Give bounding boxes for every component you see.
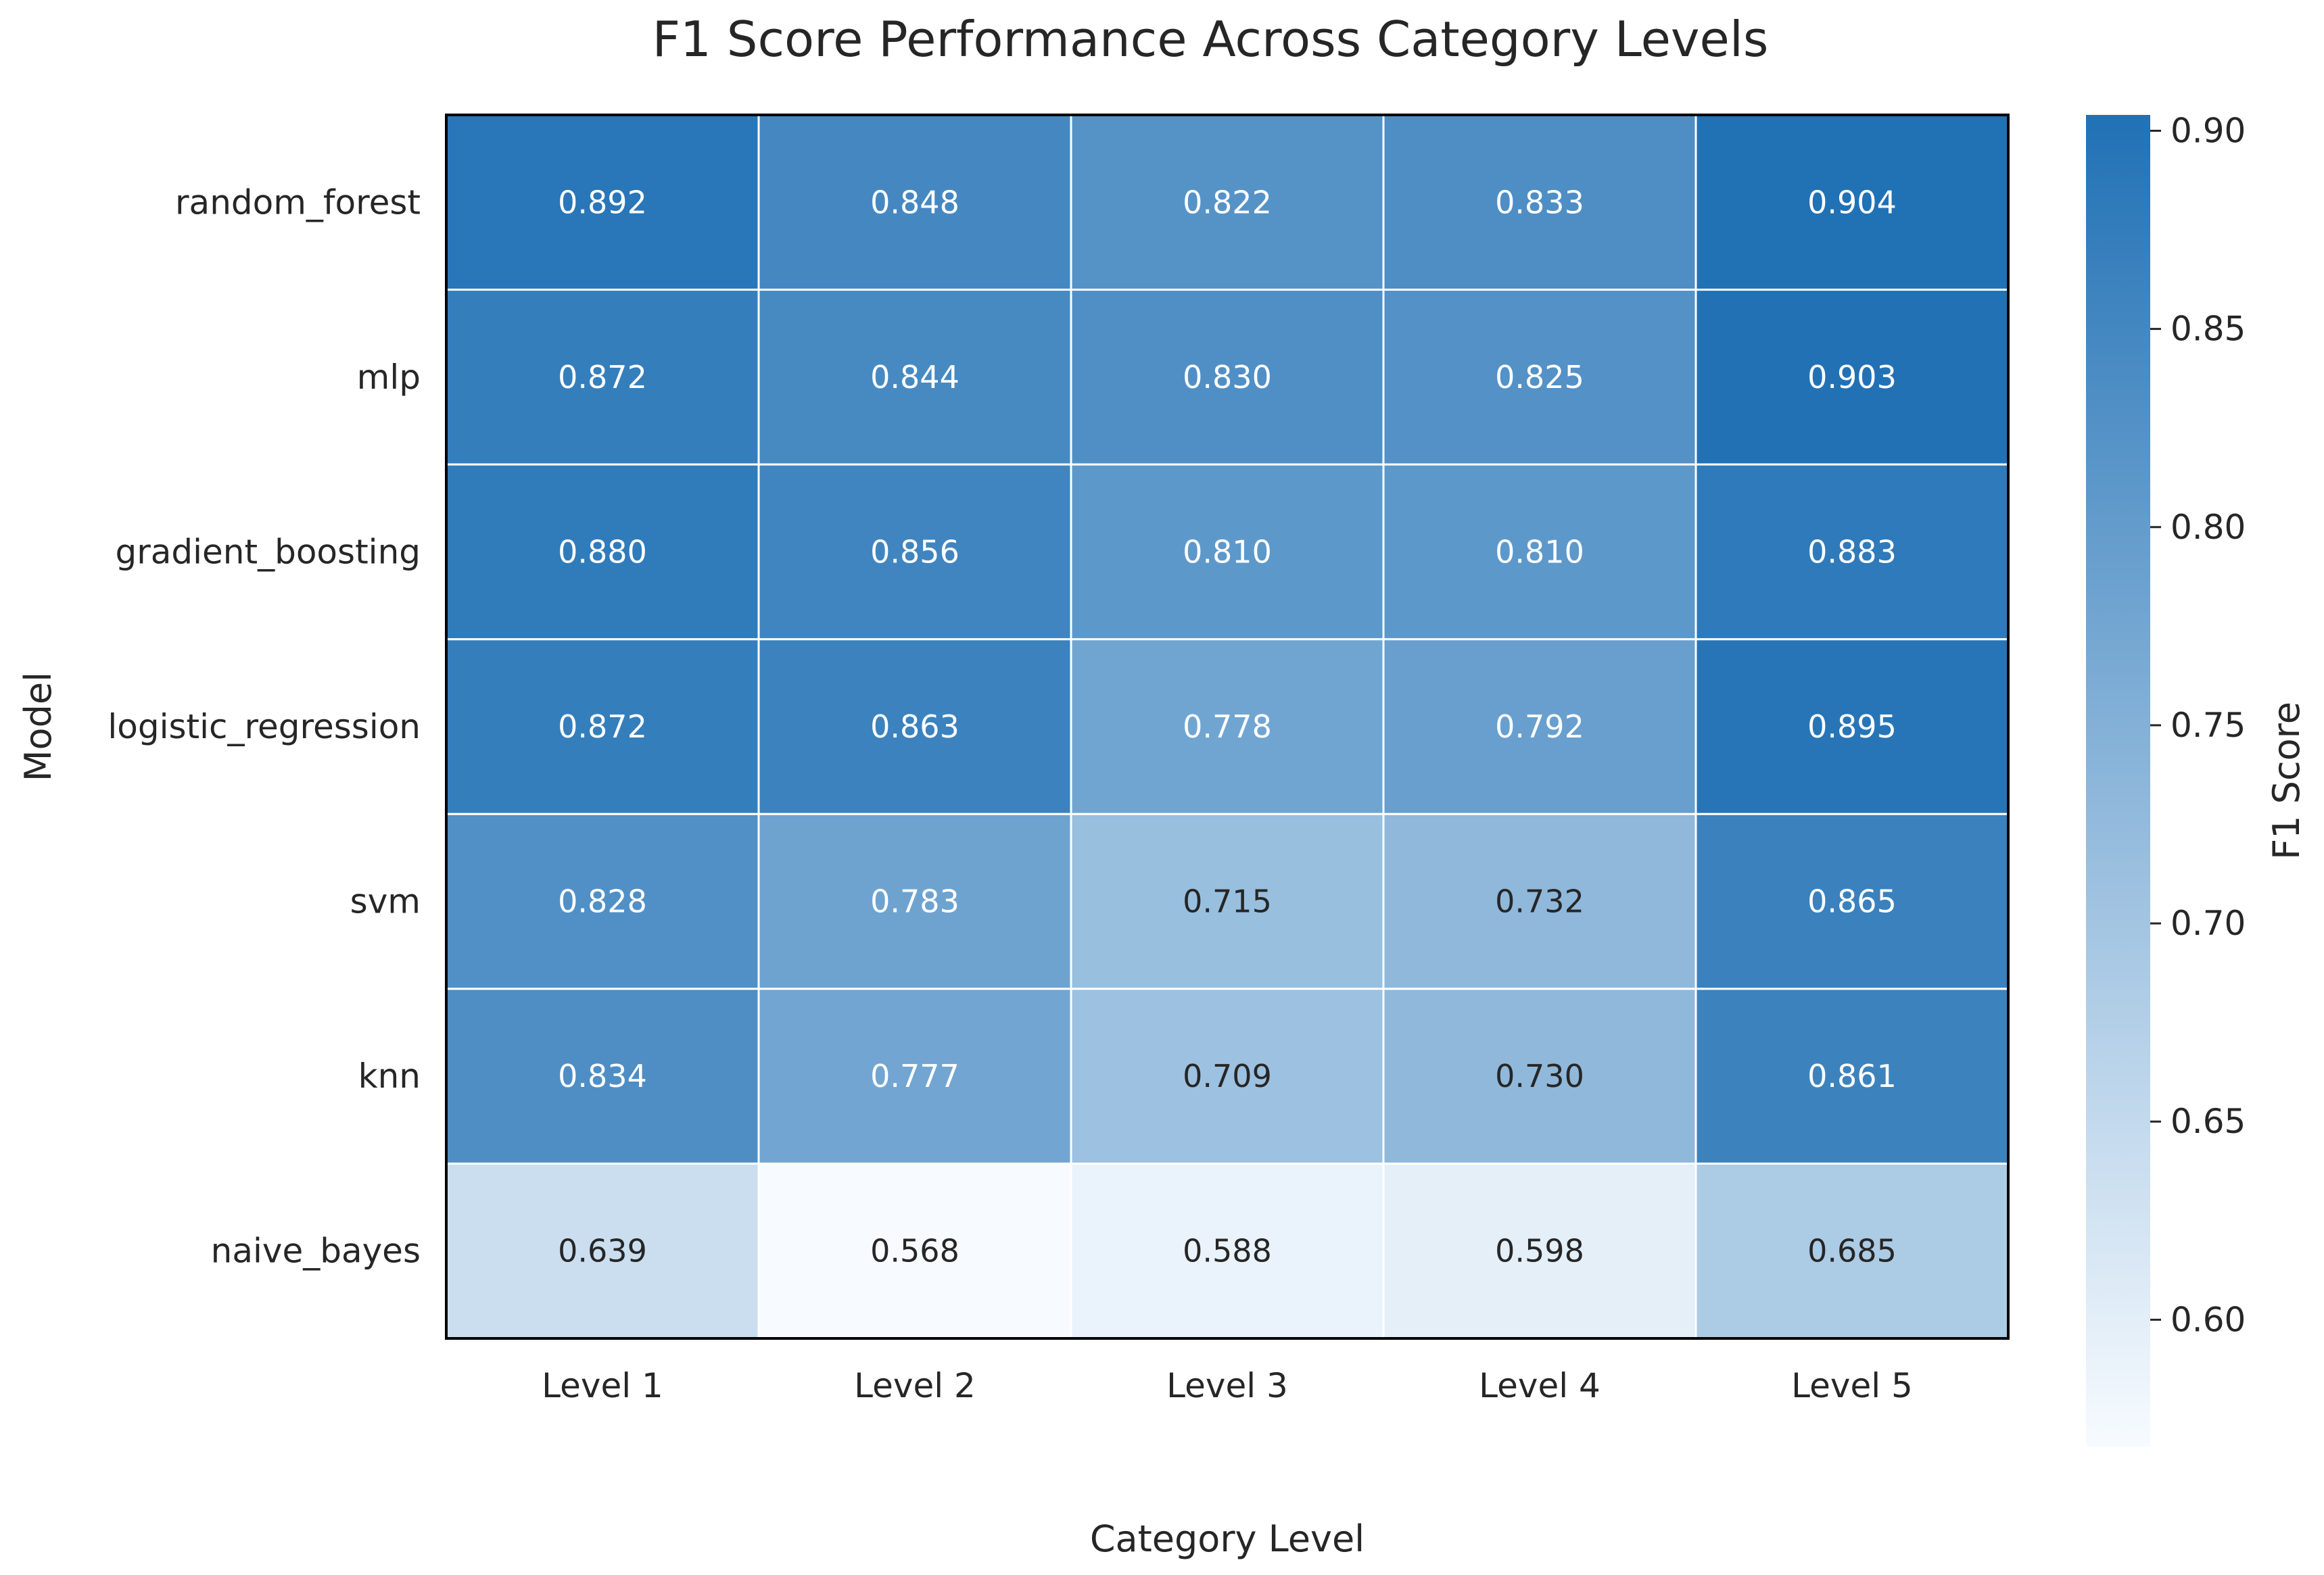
cell-value-label: 0.865 — [1807, 883, 1897, 920]
y-tick-label: knn — [358, 1057, 421, 1096]
colorbar-tick-label: 0.90 — [2171, 111, 2246, 150]
heatmap-cell — [1382, 463, 1697, 641]
heatmap-cell — [757, 463, 1072, 641]
x-tick-label: Level 4 — [1479, 1366, 1600, 1405]
heatmap-cell — [757, 813, 1072, 990]
heatmap-cell — [1694, 463, 2010, 641]
cell-value-label: 0.715 — [1183, 883, 1272, 920]
cell-value-labels: 0.892 0.848 0.822 0.833 0.904 0.872 0.844 0.830… — [558, 184, 1897, 1269]
heatmap-cell — [445, 638, 760, 815]
colorbar-label: F1 Score — [2265, 702, 2308, 860]
heatmap-cell — [1070, 114, 1385, 291]
cell-value-label: 0.778 — [1183, 708, 1272, 745]
heatmap-cell — [1070, 463, 1385, 641]
heatmap-cells — [445, 114, 2010, 1340]
heatmap-cell — [757, 638, 1072, 815]
heatmap-cell — [445, 114, 760, 291]
chart-title: F1 Score Performance Across Category Lev… — [652, 11, 1769, 68]
y-tick-label: logistic_regression — [108, 707, 421, 746]
heatmap-cell — [1694, 289, 2010, 466]
cell-value-label: 0.856 — [870, 533, 959, 570]
cell-value-label: 0.872 — [558, 359, 647, 395]
cell-value-label: 0.588 — [1183, 1233, 1272, 1269]
heatmap-cell — [1070, 813, 1385, 990]
heatmap-cell — [1694, 638, 2010, 815]
x-tick-label: Level 3 — [1166, 1366, 1288, 1405]
cell-value-label: 0.872 — [558, 708, 647, 745]
colorbar — [2086, 115, 2150, 1447]
cell-value-label: 0.810 — [1495, 533, 1584, 570]
y-tick-label: mlp — [357, 358, 421, 397]
cell-value-label: 0.639 — [558, 1233, 647, 1269]
heatmap-cell — [1694, 988, 2010, 1165]
colorbar-tick-label: 0.75 — [2171, 706, 2246, 745]
x-tick-label: Level 2 — [854, 1366, 976, 1405]
x-tick-label: Level 5 — [1791, 1366, 1913, 1405]
heatmap-cell — [445, 988, 760, 1165]
heatmap-cell — [1382, 114, 1697, 291]
heatmap-cell — [1070, 638, 1385, 815]
y-tick-label: svm — [350, 882, 421, 921]
heatmap-cell — [445, 813, 760, 990]
colorbar-tick-label: 0.60 — [2171, 1300, 2246, 1339]
colorbar-tick-label: 0.65 — [2171, 1102, 2246, 1141]
cell-value-label: 0.834 — [558, 1058, 647, 1094]
cell-value-label: 0.863 — [870, 708, 959, 745]
plot-frame — [445, 114, 2010, 1340]
cell-value-label: 0.732 — [1495, 883, 1584, 920]
heatmap-cell — [1382, 988, 1697, 1165]
y-tick-label: naive_bayes — [211, 1232, 421, 1271]
x-axis-ticks: Level 1 Level 2 Level 3 Level 4 Level 5 — [542, 1366, 1913, 1405]
cell-value-label: 0.903 — [1807, 359, 1897, 395]
cell-value-label: 0.848 — [870, 184, 959, 220]
cell-value-label: 0.810 — [1183, 533, 1272, 570]
cell-value-label: 0.730 — [1495, 1058, 1584, 1094]
cell-value-label: 0.828 — [558, 883, 647, 920]
cell-value-label: 0.880 — [558, 533, 647, 570]
cell-value-label: 0.568 — [870, 1233, 959, 1269]
cell-value-label: 0.783 — [870, 883, 959, 920]
cell-value-label: 0.825 — [1495, 359, 1584, 395]
y-tick-label: gradient_boosting — [115, 532, 421, 571]
x-tick-label: Level 1 — [542, 1366, 663, 1405]
cell-value-label: 0.844 — [870, 359, 959, 395]
cell-value-label: 0.598 — [1495, 1233, 1584, 1269]
heatmap-cell — [1382, 289, 1697, 466]
x-axis-label: Category Level — [1090, 1518, 1365, 1560]
cell-value-label: 0.861 — [1807, 1058, 1897, 1094]
heatmap-cell — [1070, 1162, 1385, 1340]
heatmap-cell — [1070, 289, 1385, 466]
cell-value-label: 0.895 — [1807, 708, 1897, 745]
cell-value-label: 0.904 — [1807, 184, 1897, 220]
cell-value-label: 0.822 — [1183, 184, 1272, 220]
heatmap-cell — [1694, 813, 2010, 990]
colorbar-tick-label: 0.70 — [2171, 904, 2246, 943]
heatmap-cell — [1694, 1162, 2010, 1340]
cell-value-label: 0.792 — [1495, 708, 1584, 745]
cell-value-label: 0.892 — [558, 184, 647, 220]
y-axis-label: Model — [17, 672, 60, 781]
cell-value-label: 0.830 — [1183, 359, 1272, 395]
heatmap-cell — [1382, 1162, 1697, 1340]
cell-value-label: 0.685 — [1807, 1233, 1897, 1269]
heatmap-cell — [757, 289, 1072, 466]
cell-value-label: 0.709 — [1183, 1058, 1272, 1094]
colorbar-tick-label: 0.80 — [2171, 508, 2246, 547]
heatmap-cell — [445, 1162, 760, 1340]
heatmap-cell — [1382, 813, 1697, 990]
colorbar-ticks: 0.60 0.65 0.70 0.75 0.80 0.85 0.90 — [2150, 111, 2246, 1339]
y-tick-label: random_forest — [175, 183, 421, 222]
cell-value-label: 0.777 — [870, 1058, 959, 1094]
heatmap-cell — [1382, 638, 1697, 815]
cell-value-label: 0.833 — [1495, 184, 1584, 220]
colorbar-tick-label: 0.85 — [2171, 310, 2246, 349]
cell-value-label: 0.883 — [1807, 533, 1897, 570]
